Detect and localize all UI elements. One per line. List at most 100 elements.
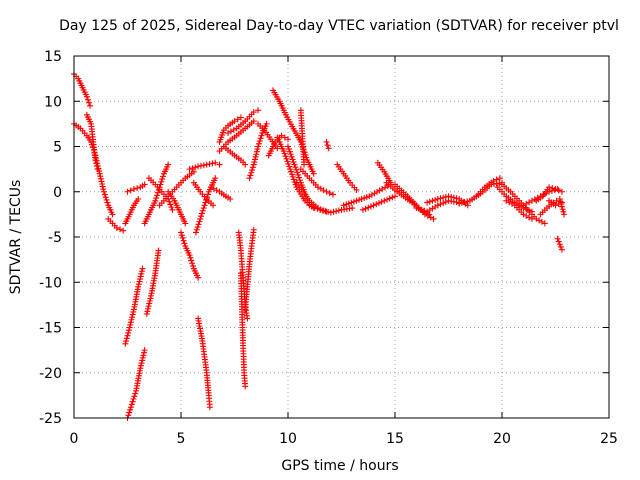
data-point	[546, 184, 553, 191]
data-point	[167, 201, 174, 208]
y-tick-label: 5	[53, 140, 62, 156]
data-point	[353, 197, 360, 204]
data-point	[456, 200, 463, 207]
data-point	[376, 187, 383, 194]
data-point	[135, 195, 142, 202]
data-point	[128, 316, 135, 323]
data-point	[120, 227, 127, 234]
data-point	[421, 207, 428, 214]
data-point	[523, 212, 530, 219]
data-point	[432, 196, 439, 203]
x-tick-label: 5	[177, 431, 186, 447]
data-point	[293, 166, 300, 173]
series-arc-ba	[537, 195, 568, 218]
data-point	[227, 128, 234, 135]
data-point	[288, 171, 295, 178]
data-point	[113, 224, 120, 231]
data-point	[427, 214, 434, 221]
data-point	[83, 93, 90, 100]
data-point	[381, 197, 388, 204]
data-point	[100, 186, 107, 193]
data-point	[178, 229, 184, 236]
data-point	[319, 207, 326, 214]
data-point	[99, 183, 106, 190]
data-point	[250, 109, 257, 116]
data-point	[154, 192, 161, 199]
data-point	[198, 210, 205, 217]
data-point	[186, 252, 193, 259]
series-arc-ao	[374, 159, 394, 186]
data-point	[199, 207, 206, 214]
data-point	[93, 160, 100, 167]
data-point	[555, 187, 562, 194]
data-point	[327, 209, 334, 216]
data-point	[440, 200, 447, 207]
series-arc-ai	[297, 107, 308, 168]
data-point	[230, 126, 237, 133]
data-point	[92, 157, 99, 164]
data-point	[367, 203, 374, 210]
data-point	[155, 247, 162, 254]
data-point	[461, 199, 468, 206]
data-point	[213, 187, 220, 194]
data-point	[253, 148, 260, 155]
data-point	[365, 204, 372, 211]
data-point	[389, 194, 396, 201]
data-point	[289, 173, 296, 180]
data-point	[146, 297, 153, 304]
data-point	[289, 156, 296, 163]
x-axis-label: GPS time / hours	[281, 458, 398, 474]
chart-title: Day 125 of 2025, Sidereal Day-to-day VTE…	[59, 18, 619, 34]
y-tick-label: -10	[39, 275, 62, 291]
x-tick-label: 10	[279, 431, 297, 447]
data-point	[206, 404, 213, 411]
data-point	[323, 188, 330, 195]
data-point	[538, 218, 545, 225]
data-point	[281, 150, 288, 157]
data-point	[255, 107, 262, 114]
data-point	[556, 195, 563, 202]
data-point	[137, 276, 144, 283]
data-point	[138, 268, 145, 275]
data-point	[374, 188, 381, 195]
x-tick-label: 0	[70, 431, 79, 447]
data-point	[202, 199, 209, 206]
data-point	[117, 226, 124, 233]
y-axis-ticks: -25 -20 -15 -10 -5 0 5 10 15	[39, 49, 609, 427]
data-point	[348, 199, 355, 206]
y-tick-label: -25	[39, 411, 62, 427]
data-point	[424, 199, 431, 206]
data-point	[123, 335, 130, 342]
data-marks	[71, 71, 568, 421]
y-tick-label: -15	[39, 321, 62, 337]
data-point	[139, 354, 146, 361]
data-point	[386, 195, 393, 202]
data-point	[325, 145, 332, 152]
data-point	[196, 218, 203, 225]
data-point	[558, 246, 565, 253]
data-point	[375, 200, 382, 207]
data-point	[359, 206, 366, 213]
data-point	[285, 143, 291, 150]
data-point	[285, 160, 292, 167]
data-point	[144, 305, 151, 312]
data-point	[362, 205, 369, 212]
data-point	[249, 164, 256, 171]
series-arc-g	[122, 265, 146, 347]
data-point	[138, 360, 145, 367]
data-point	[206, 160, 213, 167]
series-arc-f	[124, 181, 148, 195]
data-point	[123, 338, 130, 345]
data-point	[458, 199, 465, 206]
data-point	[561, 211, 568, 218]
data-point	[197, 162, 204, 169]
data-point	[292, 164, 299, 171]
data-point	[296, 177, 303, 184]
data-point	[160, 173, 167, 180]
data-point	[194, 224, 201, 231]
data-point	[445, 193, 452, 200]
data-point	[282, 153, 289, 160]
data-point	[127, 319, 134, 326]
data-point	[496, 175, 503, 182]
data-point	[528, 215, 535, 222]
